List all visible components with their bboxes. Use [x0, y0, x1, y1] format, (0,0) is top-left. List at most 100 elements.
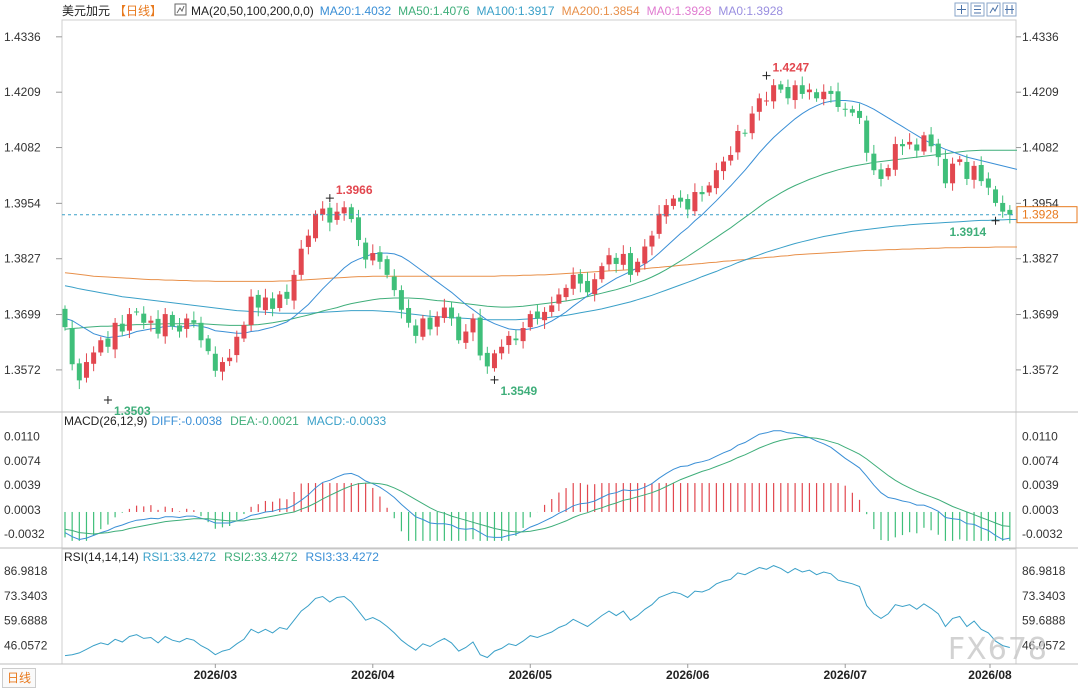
candle-body [728, 154, 734, 161]
period-tab[interactable]: 日线 [2, 668, 37, 688]
zoom-in-icon-glyph [974, 5, 981, 14]
candle-body [463, 331, 469, 343]
price-tick-label-left: 1.4336 [4, 30, 41, 44]
candle-body [169, 314, 175, 327]
candle-body [957, 159, 963, 162]
diff-line [64, 430, 1010, 541]
candle-body [556, 294, 562, 304]
candle-body [592, 279, 598, 295]
candle-body [162, 314, 168, 337]
macd-tick-label-right: 0.0110 [1022, 429, 1058, 443]
macd-histogram [64, 483, 1011, 541]
candle-body [270, 298, 276, 309]
candle-body [871, 153, 877, 171]
settings-icon[interactable] [1002, 2, 1017, 17]
macd-value: DEA:-0.0021 [230, 414, 299, 428]
candle-body [842, 108, 848, 110]
grid-icon[interactable] [986, 2, 1001, 17]
date-tick-label: 2026/03 [194, 668, 238, 682]
candle-body [69, 328, 75, 365]
zoom-in-icon[interactable] [970, 2, 985, 17]
macd-params: MACD(26,12,9) [64, 414, 147, 428]
candlesticks [62, 76, 1013, 390]
candle-body [878, 169, 884, 179]
candle-body [620, 253, 626, 265]
candle-body [234, 336, 240, 356]
candle-body [821, 91, 827, 100]
candle-body [284, 291, 290, 299]
candle-body [370, 253, 376, 261]
ma-params: MA(20,50,100,200,0,0) [191, 4, 314, 18]
extreme-marker [325, 194, 334, 203]
rsi-panel: RSI(14,14,14) RSI1:33.4272 RSI2:33.4272 RSI… [4, 550, 1066, 659]
candle-body [406, 307, 412, 323]
macd-tick-label-left: 0.0003 [4, 503, 41, 517]
candle-body [1000, 202, 1006, 212]
rsi-tick-label-right: 59.6888 [1022, 614, 1066, 628]
candle-body [134, 311, 140, 313]
candle-body [191, 320, 197, 323]
candle-body [570, 274, 576, 289]
candle-body [470, 318, 476, 333]
ma-value: MA20:1.4032 [320, 4, 392, 18]
date-tick-label: 2026/08 [968, 668, 1012, 682]
candle-body [212, 353, 218, 371]
candle-body [692, 192, 698, 212]
date-tick-label: 2026/05 [509, 668, 553, 682]
rsi-axis: 46.0572 46.0572 59.6888 59.6888 73.3403 73.34… [4, 564, 1066, 652]
candle-body [355, 217, 361, 240]
crosshair-icon-glyph [957, 5, 966, 14]
crosshair-icon[interactable] [954, 2, 969, 17]
dea-line [64, 437, 1010, 535]
ma-value: MA100:1.3917 [477, 4, 555, 18]
rsi-legend: RSI(14,14,14) RSI1:33.4272 RSI2:33.4272 RSI… [64, 550, 379, 564]
extreme-marker [490, 375, 499, 384]
macd-tick-label-right: 0.0003 [1022, 503, 1059, 517]
price-axis: 1.3572 1.3572 1.3699 1.3699 1.3827 1.3827 1.39… [4, 30, 1059, 377]
ma-settings-icon [174, 3, 187, 16]
rsi-params: RSI(14,14,14) [64, 550, 139, 564]
candle-body [441, 307, 447, 319]
rsi-tick-label-left: 73.3403 [4, 589, 48, 603]
candle-body [255, 294, 261, 308]
candle-body [907, 141, 913, 145]
chart-header: 美元加元 【日线】 MA(20,50,100,200,0,0) MA20:1.40… [62, 2, 1017, 18]
macd-value: DIFF:-0.0038 [151, 414, 222, 428]
candle-body [126, 314, 132, 331]
ma100-line [64, 219, 1017, 321]
extreme-label: 1.3914 [950, 225, 987, 239]
macd-legend: MACD(26,12,9) DIFF:-0.0038 DEA:-0.0021 MACD… [64, 414, 386, 428]
candle-body [327, 207, 333, 223]
ma-settings-icon [176, 5, 185, 14]
candle-body [542, 311, 548, 321]
candle-body [456, 316, 462, 341]
extreme-marker [762, 71, 771, 80]
candle-body [585, 280, 591, 293]
candle-body [749, 113, 755, 134]
candle-body [885, 168, 891, 177]
price-tick-label-left: 1.3699 [4, 308, 41, 322]
extreme-label: 1.3503 [114, 404, 151, 418]
watermark-logo: FX678 [947, 632, 1048, 667]
last-price-marker: 1.3928 [62, 206, 1078, 224]
macd-tick-label-left: -0.0032 [4, 527, 45, 541]
chart-toolbar[interactable] [954, 2, 1017, 17]
candle-body [928, 134, 934, 147]
price-tick-label-right: 1.3827 [1022, 252, 1059, 266]
ma200-line [64, 246, 1017, 282]
candle-body [184, 318, 190, 329]
macd-axis: -0.0032 -0.0032 0.0003 0.0003 0.0039 0.0039 0.… [4, 429, 1063, 541]
period-label[interactable]: 【日线】 [114, 4, 162, 18]
candle-body [520, 328, 526, 342]
rsi-tick-label-left: 59.6888 [4, 614, 48, 628]
candle-body [563, 287, 569, 298]
ma-legend: MA(20,50,100,200,0,0) MA20:1.4032 MA50:1.4… [174, 3, 783, 18]
candle-body [313, 213, 319, 239]
candle-body [98, 340, 104, 353]
price-tick-label-left: 1.4082 [4, 141, 41, 155]
macd-lines [64, 430, 1010, 541]
candle-body [706, 185, 712, 193]
candle-body [262, 297, 268, 311]
candle-body [449, 307, 455, 319]
